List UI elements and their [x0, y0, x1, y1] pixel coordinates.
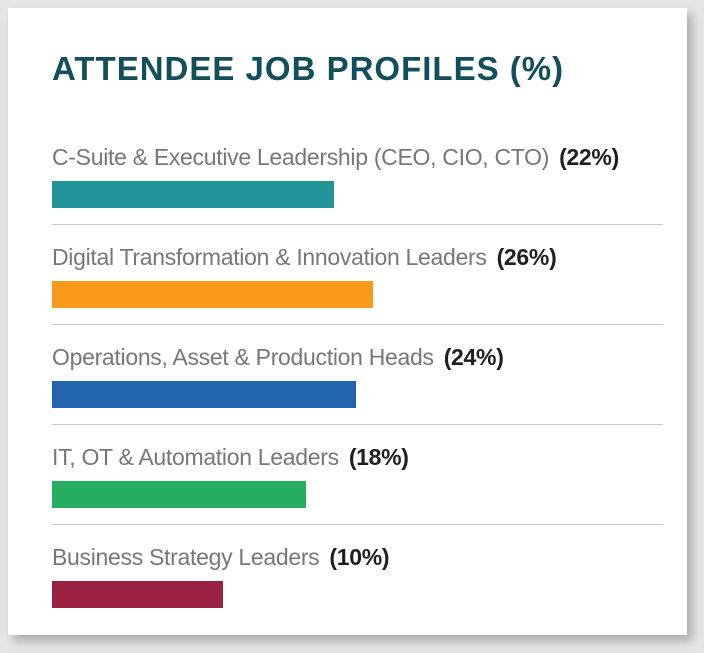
chart-row: Operations, Asset & Production Heads (24%…: [52, 343, 663, 425]
category-label: Business Strategy Leaders: [52, 544, 320, 570]
value-label: (26%): [496, 244, 557, 270]
row-label-line: C-Suite & Executive Leadership (CEO, CIO…: [52, 143, 663, 172]
row-label-line: Operations, Asset & Production Heads (24%…: [52, 343, 663, 372]
chart-row: Digital Transformation & Innovation Lead…: [52, 243, 663, 325]
row-label-line: IT, OT & Automation Leaders (18%): [52, 443, 663, 472]
row-label-line: Business Strategy Leaders (10%): [52, 543, 663, 572]
value-label: (24%): [443, 344, 504, 370]
chart-row: IT, OT & Automation Leaders (18%): [52, 443, 663, 525]
chart-row: C-Suite & Executive Leadership (CEO, CIO…: [52, 143, 663, 225]
category-label: Operations, Asset & Production Heads: [52, 344, 434, 370]
category-label: Digital Transformation & Innovation Lead…: [52, 244, 487, 270]
bar: [52, 581, 223, 608]
row-label-line: Digital Transformation & Innovation Lead…: [52, 243, 663, 272]
bar-chart: C-Suite & Executive Leadership (CEO, CIO…: [52, 143, 663, 608]
bar: [52, 281, 373, 308]
category-label: C-Suite & Executive Leadership (CEO, CIO…: [52, 144, 550, 170]
chart-row: Business Strategy Leaders (10%): [52, 543, 663, 608]
bar: [52, 181, 334, 208]
category-label: IT, OT & Automation Leaders: [52, 444, 339, 470]
value-label: (10%): [329, 544, 390, 570]
bar: [52, 381, 356, 408]
value-label: (22%): [559, 144, 619, 170]
value-label: (18%): [348, 444, 409, 470]
bar: [52, 481, 306, 508]
chart-card: ATTENDEE JOB PROFILES (%) C-Suite & Exec…: [8, 8, 687, 635]
chart-title: ATTENDEE JOB PROFILES (%): [52, 50, 565, 87]
